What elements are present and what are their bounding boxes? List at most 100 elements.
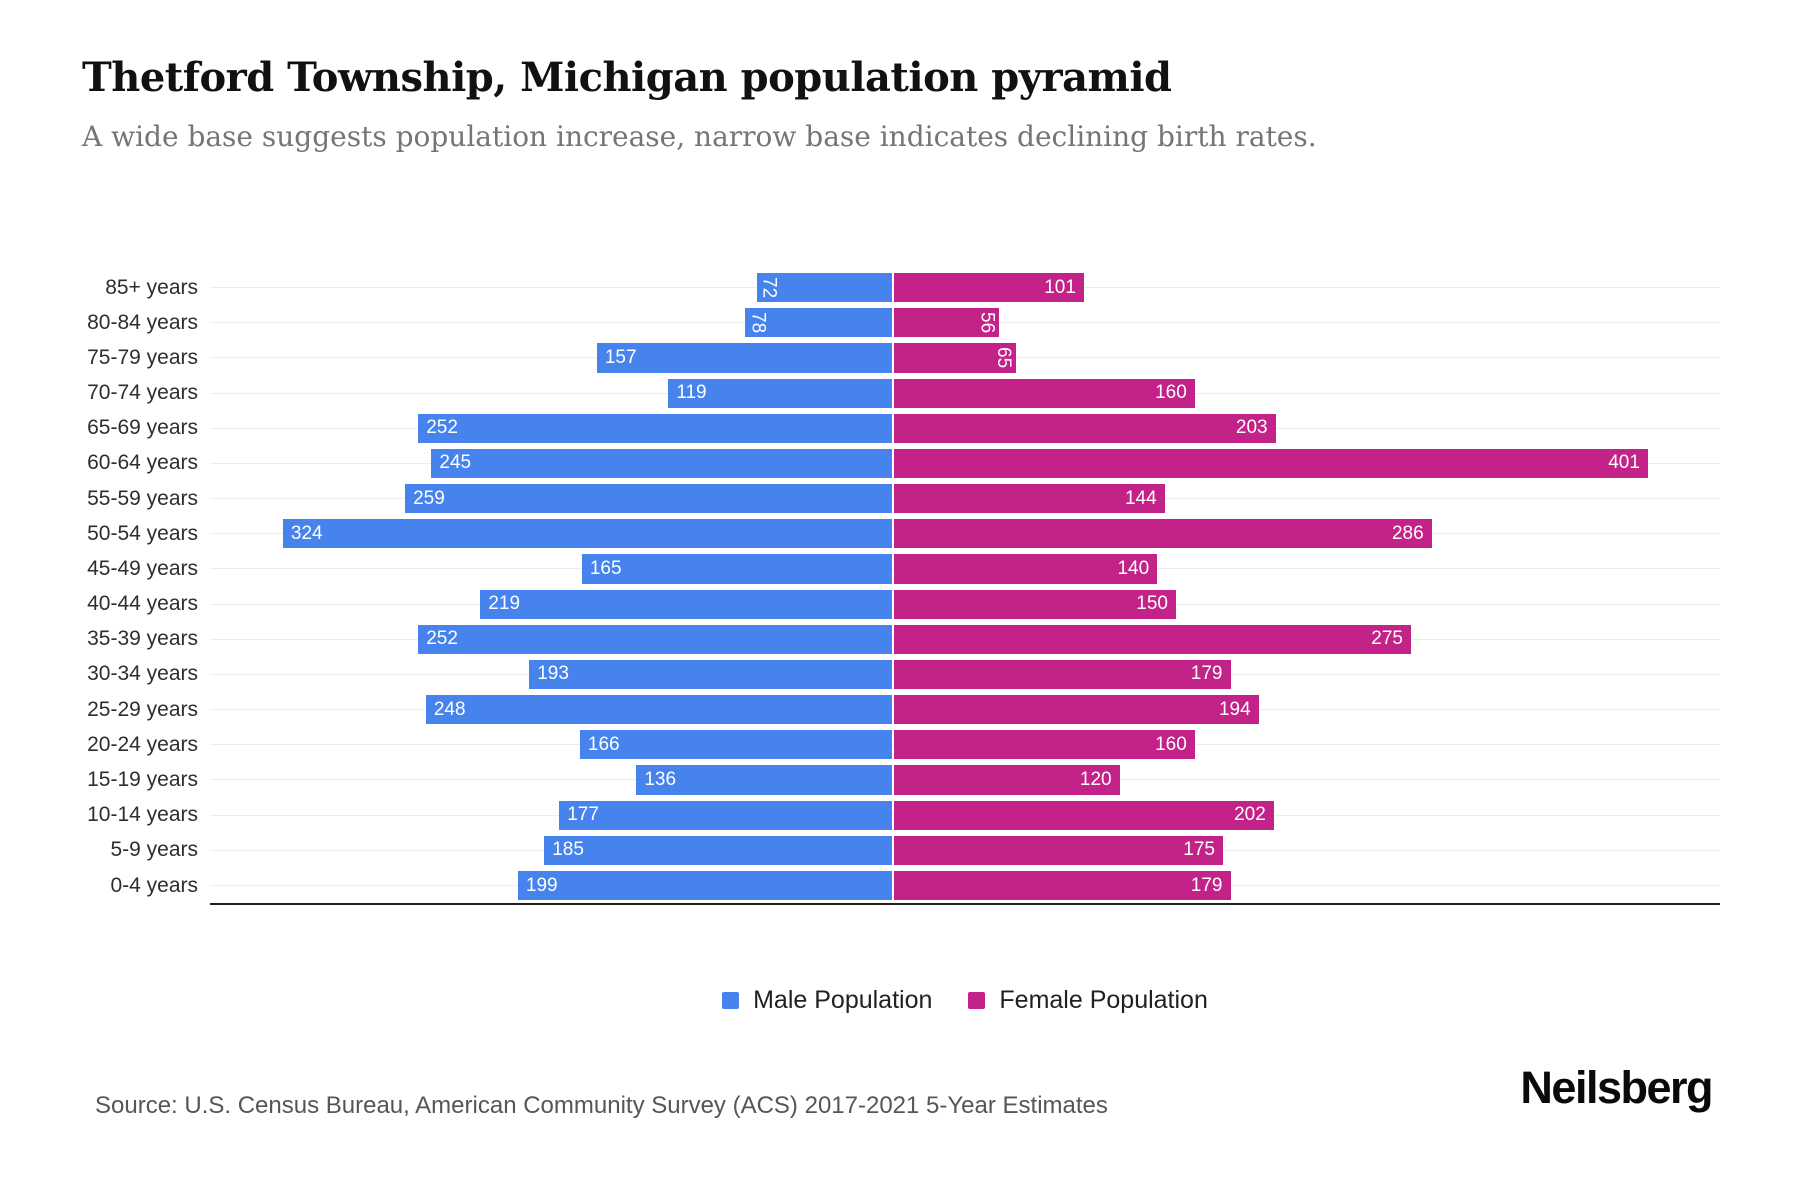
source-note: Source: U.S. Census Bureau, American Com… (95, 1092, 1108, 1119)
male-value-label: 166 (587, 733, 620, 755)
age-group-label: 80-84 years (87, 310, 198, 334)
female-zone: 202 (894, 800, 1720, 830)
female-value-label: 286 (1391, 522, 1424, 544)
male-zone: 165 (210, 554, 892, 584)
pyramid-row: 15-19 years 136 120 (82, 762, 1720, 797)
page-subtitle: A wide base suggests population increase… (82, 120, 1317, 153)
female-value-label: 150 (1136, 593, 1168, 615)
female-bar: 275 (894, 624, 1411, 654)
row-plot-area: 165 140 (210, 551, 1720, 586)
pyramid-row: 50-54 years 324 286 (82, 516, 1720, 551)
female-value-label: 140 (1117, 557, 1150, 579)
male-value-label: 72 (758, 277, 780, 299)
female-value-label: 101 (1044, 276, 1076, 298)
pyramid-row: 5-9 years 185 175 (82, 833, 1720, 868)
male-bar: 248 (425, 695, 892, 725)
male-bar: 72 (756, 273, 892, 303)
female-zone: 150 (894, 589, 1720, 619)
male-zone: 248 (210, 695, 892, 725)
male-bar: 193 (529, 659, 892, 690)
row-plot-area: 252 275 (210, 622, 1720, 657)
female-value-label: 65 (993, 347, 1015, 369)
age-group-label: 65-69 years (87, 416, 198, 440)
male-bar: 259 (405, 484, 892, 514)
row-plot-area: 177 202 (210, 798, 1720, 833)
male-value-label: 219 (488, 593, 521, 615)
male-bar: 219 (480, 589, 892, 619)
age-group-label: 45-49 years (87, 556, 198, 580)
male-value-label: 252 (426, 628, 458, 650)
male-value-label: 324 (290, 522, 323, 544)
male-bar: 166 (579, 730, 892, 760)
male-zone: 177 (210, 800, 892, 830)
female-value-label: 202 (1234, 804, 1266, 826)
male-zone: 252 (210, 413, 892, 443)
male-bar: 252 (418, 413, 892, 443)
male-value-label: 157 (604, 346, 637, 368)
female-zone: 144 (894, 484, 1720, 514)
pyramid-row: 75-79 years 157 65 (82, 340, 1720, 375)
male-value-label: 252 (426, 417, 458, 439)
pyramid-row: 60-64 years 245 401 (82, 446, 1720, 481)
male-value-label: 248 (433, 698, 466, 720)
age-group-label: 60-64 years (87, 451, 198, 475)
male-bar: 157 (596, 343, 892, 373)
female-bar: 160 (894, 730, 1195, 760)
female-zone: 286 (894, 519, 1720, 549)
legend-label: Male Population (753, 986, 933, 1014)
chart-rows: 85+ years 72 101 80-84 years 78 56 75-79 years… (82, 270, 1720, 903)
male-bar: 199 (517, 870, 892, 901)
female-zone: 160 (894, 730, 1720, 760)
row-plot-area: 259 144 (210, 481, 1720, 516)
female-value-label: 203 (1235, 417, 1268, 439)
female-bar: 179 (894, 659, 1231, 690)
female-zone: 65 (894, 343, 1720, 373)
pyramid-row: 40-44 years 219 150 (82, 587, 1720, 622)
male-bar: 324 (282, 519, 892, 549)
male-zone: 324 (210, 519, 892, 549)
legend-item-male: Male Population (722, 986, 932, 1015)
male-zone: 252 (210, 624, 892, 654)
page-title: Thetford Township, Michigan population p… (82, 54, 1172, 101)
pyramid-row: 0-4 years 199 179 (82, 868, 1720, 903)
brand-logo: Neilsberg (1520, 1062, 1713, 1113)
pyramid-row: 65-69 years 252 203 (82, 411, 1720, 446)
age-group-label: 50-54 years (87, 521, 198, 545)
female-zone: 179 (894, 659, 1720, 690)
female-value-label: 56 (976, 312, 998, 334)
female-zone: 120 (894, 765, 1720, 795)
age-group-label: 0-4 years (110, 873, 198, 897)
male-bar: 252 (418, 624, 892, 654)
male-bar: 119 (668, 378, 892, 408)
row-plot-area: 248 194 (210, 692, 1720, 727)
male-bar: 78 (745, 308, 892, 338)
female-zone: 160 (894, 378, 1720, 408)
male-zone: 259 (210, 484, 892, 514)
age-group-label: 55-59 years (87, 486, 198, 510)
female-value-label: 144 (1124, 487, 1157, 509)
female-zone: 401 (894, 448, 1720, 479)
row-plot-area: 193 179 (210, 657, 1720, 692)
female-bar: 286 (894, 519, 1432, 549)
female-value-label: 401 (1608, 452, 1640, 474)
female-value-label: 179 (1190, 874, 1223, 896)
male-bar: 177 (559, 800, 892, 830)
female-bar: 203 (894, 413, 1276, 443)
female-bar: 65 (894, 343, 1017, 373)
legend-label: Female Population (999, 986, 1208, 1014)
age-group-label: 75-79 years (87, 345, 198, 369)
x-axis-line (210, 903, 1720, 905)
male-value-label: 199 (525, 874, 558, 896)
age-group-label: 85+ years (105, 275, 198, 299)
row-plot-area: 199 179 (210, 868, 1720, 903)
row-plot-area: 119 160 (210, 376, 1720, 411)
row-plot-area: 157 65 (210, 340, 1720, 375)
female-value-label: 175 (1183, 839, 1215, 861)
female-bar: 202 (894, 800, 1274, 830)
population-pyramid-chart: 85+ years 72 101 80-84 years 78 56 75-79 years… (82, 270, 1720, 905)
female-zone: 175 (894, 835, 1720, 865)
male-zone: 72 (210, 273, 892, 303)
row-plot-area: 245 401 (210, 446, 1720, 481)
age-group-label: 5-9 years (110, 838, 198, 862)
pyramid-row: 70-74 years 119 160 (82, 376, 1720, 411)
